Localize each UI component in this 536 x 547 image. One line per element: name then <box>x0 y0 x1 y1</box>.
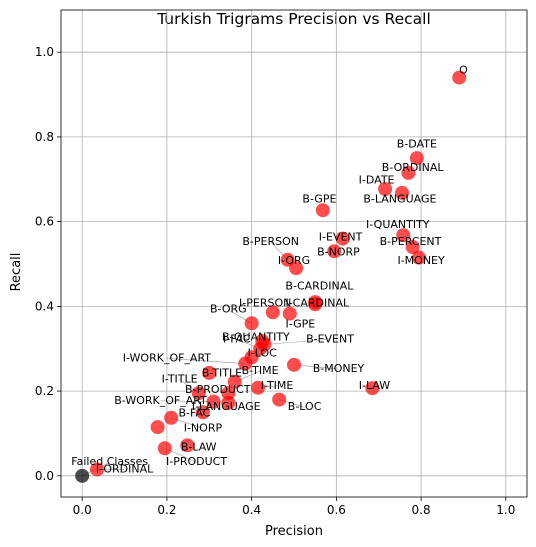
data-point <box>206 394 221 409</box>
y-tick-label: 1.0 <box>35 45 54 59</box>
point-label: B-QUANTITY <box>222 330 290 343</box>
data-point <box>405 240 420 255</box>
point-label: I-DATE <box>359 174 395 187</box>
point-label: I-TITLE <box>162 373 198 386</box>
y-axis-label: Recall <box>9 253 24 292</box>
data-point <box>227 374 242 389</box>
data-point <box>250 380 265 395</box>
leader-line <box>293 364 339 370</box>
point-label: B-CARDINAL <box>285 279 354 292</box>
data-point <box>287 357 301 372</box>
point-label: I-ORG <box>278 254 310 267</box>
point-label: B-PERSON <box>242 235 299 248</box>
point-label: B-GPE <box>302 193 336 206</box>
leader-line <box>160 400 214 402</box>
data-point <box>315 203 330 218</box>
axis-ticks: 0.0 0.2 0.4 0.6 0.8 1.0 0.0 0.2 0.4 0.6 0.8 1.0 <box>35 45 515 517</box>
y-tick-label: 0.6 <box>35 215 54 229</box>
point-label: B-TIME <box>242 364 279 377</box>
point-label: I-ORDINAL <box>96 462 154 475</box>
data-point <box>396 228 411 243</box>
plot-frame <box>60 9 528 498</box>
point-label: B-ORDINAL <box>382 161 445 174</box>
y-tick-label: 0.2 <box>35 384 54 398</box>
point-label: I-LAW <box>359 379 391 392</box>
x-tick-label: 0.8 <box>412 503 431 517</box>
data-point <box>272 392 287 407</box>
leader-line <box>166 358 246 364</box>
point-label: B-LOC <box>288 400 322 413</box>
data-point <box>378 182 393 197</box>
data-point <box>280 252 295 267</box>
data-point <box>308 297 323 312</box>
x-tick-label: 0.2 <box>157 503 176 517</box>
data-point <box>401 165 416 180</box>
point-label: I-WORK_OF_ART <box>123 351 212 364</box>
x-tick-label: 0.6 <box>327 503 346 517</box>
data-point <box>289 261 304 276</box>
x-tick-label: 0.4 <box>242 503 261 517</box>
data-point <box>365 381 380 396</box>
point-label: I-EVENT <box>319 231 363 244</box>
y-tick-label: 0.4 <box>35 299 54 313</box>
data-point <box>253 341 268 356</box>
data-point <box>150 420 165 435</box>
point-label: B-MONEY <box>313 362 365 375</box>
data-point <box>221 395 236 410</box>
data-point <box>282 306 297 321</box>
point-label: B-NORP <box>317 246 360 259</box>
point-label: B-LANGUAGE <box>363 193 436 206</box>
point-label: I-LOC <box>248 346 278 359</box>
point-label: I-LANGUAGE <box>192 400 261 413</box>
data-point <box>411 250 426 265</box>
point-label: I-PRODUCT <box>166 455 227 468</box>
data-point <box>238 356 253 371</box>
point-label: I-FAC <box>223 332 251 345</box>
y-tick-label: 0.8 <box>35 130 54 144</box>
point-label: O <box>459 63 468 76</box>
data-point <box>409 151 424 166</box>
data-point <box>191 386 206 401</box>
point-label: B-PRODUCT <box>185 383 251 396</box>
point-label: I-GPE <box>285 318 315 331</box>
data-point <box>395 185 410 200</box>
point-label: B-WORK_OF_ART <box>114 394 207 407</box>
point-label: B-PERCENT <box>380 235 442 248</box>
point-label: I-NORP <box>184 421 223 434</box>
data-point <box>244 316 259 331</box>
data-point <box>452 70 467 85</box>
data-point <box>157 441 172 456</box>
point-label: B-DATE <box>397 138 437 151</box>
data-point <box>327 244 342 259</box>
leader-line <box>264 339 331 345</box>
data-point <box>265 305 280 320</box>
data-point <box>335 231 350 246</box>
point-label: B-TITLE <box>202 366 242 379</box>
point-label: I-CARDINAL <box>285 296 350 309</box>
point-label: B-FAC <box>179 407 211 420</box>
x-tick-label: 0.0 <box>73 503 92 517</box>
data-point <box>195 405 210 420</box>
data-points <box>75 70 467 483</box>
point-label: B-LAW <box>181 440 217 453</box>
data-point <box>221 386 236 401</box>
x-axis-label: Precision <box>265 524 323 539</box>
failed-classes-point <box>75 468 90 483</box>
point-label: Failed Classes <box>71 455 148 468</box>
point-label: B-ORG <box>210 303 247 316</box>
point-label: I-PERSON <box>239 296 291 309</box>
y-tick-label: 0.0 <box>35 469 54 483</box>
x-tick-label: 1.0 <box>496 503 515 517</box>
data-point <box>180 438 195 453</box>
chart-title: Turkish Trigrams Precision vs Recall <box>156 10 431 28</box>
point-label: I-QUANTITY <box>366 218 430 231</box>
point-label: I-MONEY <box>397 254 445 267</box>
data-point <box>164 410 179 425</box>
data-point <box>202 365 217 380</box>
point-label: B-EVENT <box>306 332 354 345</box>
point-label: I-TIME <box>261 379 294 392</box>
data-point <box>90 462 105 477</box>
